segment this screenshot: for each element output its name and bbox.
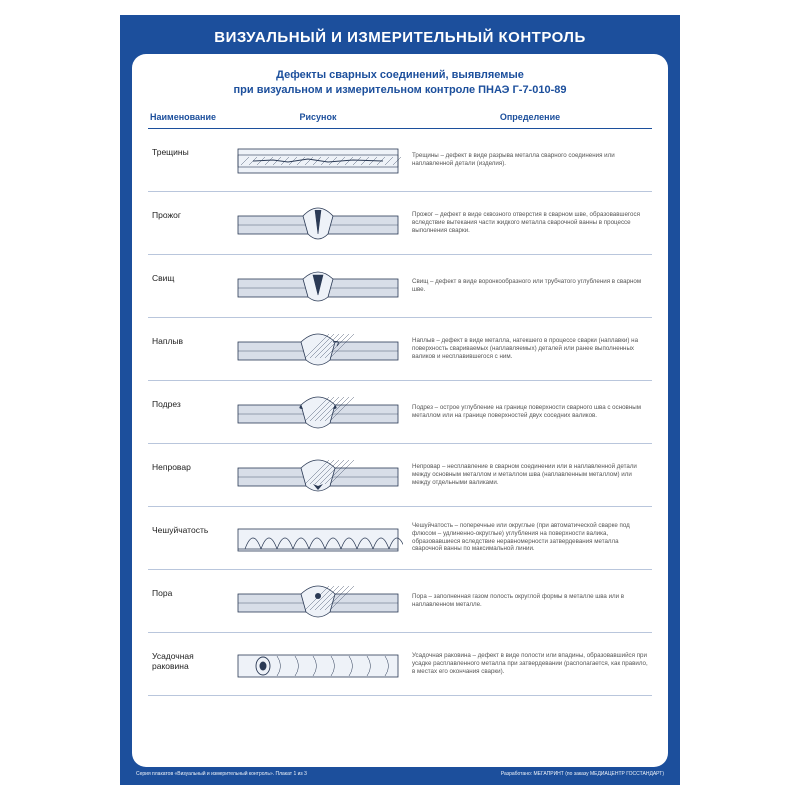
footer-right: Разработано: МЕГАПРИНТ (по заказу МЕДИАЦ…	[501, 771, 664, 777]
footer-left: Серия плакатов «Визуальный и измерительн…	[136, 771, 307, 777]
defect-name: Пора	[148, 569, 228, 632]
table-row: Усадочная раковина Усадочная раковина – …	[148, 632, 652, 695]
defect-definition: Подрез – острое углубление на границе по…	[408, 380, 652, 443]
col-definition: Определение	[408, 108, 652, 129]
defect-name: Трещины	[148, 128, 228, 191]
main-title: ВИЗУАЛЬНЫЙ И ИЗМЕРИТЕЛЬНЫЙ КОНТРОЛЬ	[132, 29, 668, 46]
table-row: Трещины Трещины – дефект в виде разрыва …	[148, 128, 652, 191]
col-figure: Рисунок	[228, 108, 408, 129]
defect-definition: Непровар – несплавление в сварном соедин…	[408, 443, 652, 506]
table-row: Наплыв Наплыв – дефект в виде металла, н…	[148, 317, 652, 380]
defect-definition: Свищ – дефект в виде воронкообразного ил…	[408, 254, 652, 317]
defect-figure	[228, 254, 408, 317]
table-row: Пора Пора – заполненная газом полость ок…	[148, 569, 652, 632]
defect-figure	[228, 632, 408, 695]
defect-figure	[228, 191, 408, 254]
defect-name: Прожог	[148, 191, 228, 254]
defect-definition: Наплыв – дефект в виде металла, натекшег…	[408, 317, 652, 380]
defect-name: Подрез	[148, 380, 228, 443]
defect-figure	[228, 506, 408, 569]
col-name: Наименование	[148, 108, 228, 129]
subtitle: Дефекты сварных соединений, выявляемые п…	[148, 68, 652, 98]
poster-frame: ВИЗУАЛЬНЫЙ И ИЗМЕРИТЕЛЬНЫЙ КОНТРОЛЬ Дефе…	[120, 15, 680, 785]
table-header-row: Наименование Рисунок Определение	[148, 108, 652, 129]
defect-figure	[228, 380, 408, 443]
defect-definition: Усадочная раковина – дефект в виде полос…	[408, 632, 652, 695]
defect-name: Свищ	[148, 254, 228, 317]
defect-figure	[228, 128, 408, 191]
table-row: Непровар Непровар – несплавление в сварн…	[148, 443, 652, 506]
table-row: Свищ Свищ – дефект в виде воронкообразно…	[148, 254, 652, 317]
content-panel: Дефекты сварных соединений, выявляемые п…	[132, 54, 668, 767]
defect-figure	[228, 569, 408, 632]
defects-table: Наименование Рисунок Определение Трещины…	[148, 108, 652, 696]
defect-definition: Прожог – дефект в виде сквозного отверст…	[408, 191, 652, 254]
defect-figure	[228, 317, 408, 380]
defect-definition: Чешуйчатость – поперечные или округлые (…	[408, 506, 652, 569]
defect-name: Усадочная раковина	[148, 632, 228, 695]
defect-definition: Трещины – дефект в виде разрыва металла …	[408, 128, 652, 191]
table-row: Чешуйчатость Чешуйчатость – поперечные и…	[148, 506, 652, 569]
defect-name: Наплыв	[148, 317, 228, 380]
footer: Серия плакатов «Визуальный и измерительн…	[132, 771, 668, 777]
subtitle-line2: при визуальном и измерительном контроле …	[234, 84, 567, 96]
defect-name: Чешуйчатость	[148, 506, 228, 569]
defect-figure	[228, 443, 408, 506]
table-row: Прожог Прожог – дефект в виде сквозного …	[148, 191, 652, 254]
table-row: Подрез Подрез – острое углубление на гра…	[148, 380, 652, 443]
defect-name: Непровар	[148, 443, 228, 506]
subtitle-line1: Дефекты сварных соединений, выявляемые	[276, 69, 524, 81]
defect-definition: Пора – заполненная газом полость округло…	[408, 569, 652, 632]
